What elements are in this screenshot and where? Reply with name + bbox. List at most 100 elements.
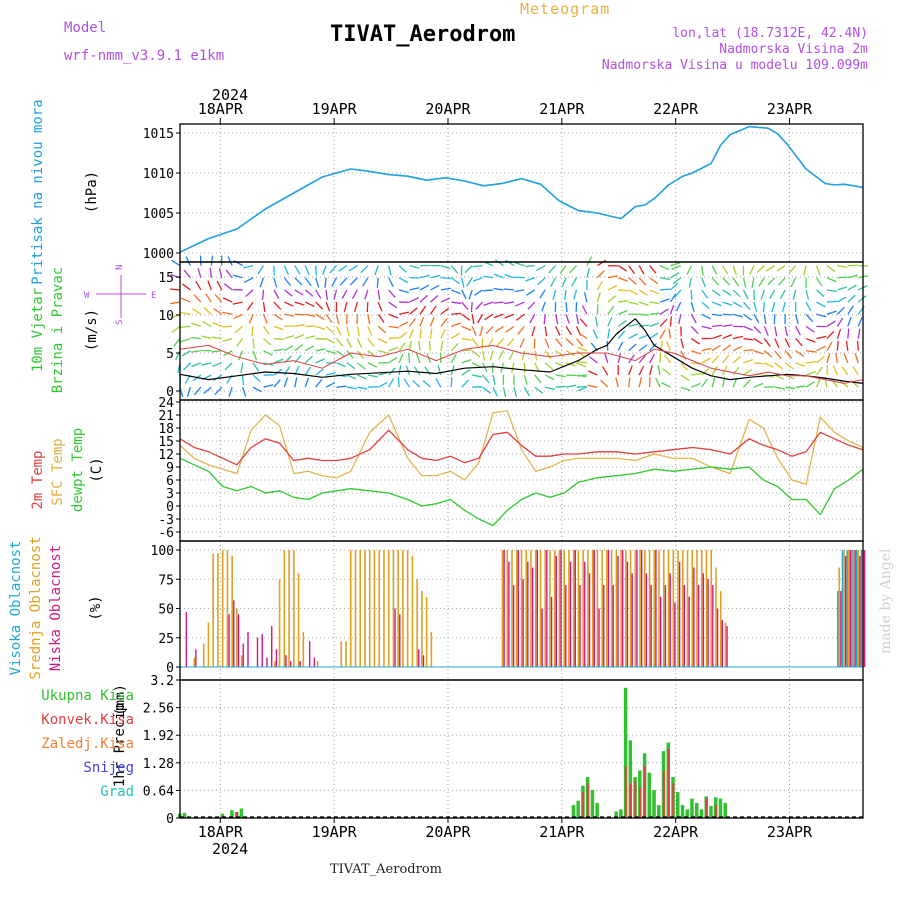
wind-arrow — [521, 350, 525, 361]
wind-arrow — [273, 289, 280, 299]
wind-arrow — [628, 354, 635, 364]
wind-arrow — [415, 353, 421, 364]
wind-arrow — [232, 301, 243, 305]
wind-arrow — [412, 380, 421, 388]
wind-arrow — [544, 374, 555, 381]
wind-arrow — [607, 275, 618, 279]
wind-arrow — [461, 337, 472, 341]
wind-arrow — [774, 326, 778, 337]
wind-arrow — [234, 325, 244, 334]
wind-arrow — [419, 274, 430, 279]
wind-arrow — [325, 350, 336, 354]
wind-arrow — [732, 377, 738, 388]
precip-legend-2: Zaledj.Kisa — [41, 736, 134, 752]
mid-cloud-ylabel: Srednja Oblacnost — [28, 536, 44, 679]
wind-arrow — [240, 362, 244, 373]
wind-arrow — [648, 365, 653, 376]
wind-arrow — [388, 356, 398, 364]
wind-arrow — [678, 314, 682, 325]
pressure-unit: (hPa) — [84, 171, 100, 213]
panel-frame-precip — [179, 679, 864, 819]
wind-arrow — [388, 289, 396, 298]
wind-arrow — [183, 269, 191, 279]
wind-arrow — [832, 365, 838, 376]
wind-arrow — [826, 320, 836, 327]
wind-arrow — [182, 283, 191, 291]
y-tick-label: 75 — [158, 573, 174, 588]
wind-arrow — [493, 313, 504, 319]
wind-arrow — [472, 374, 483, 378]
wind-arrow — [764, 362, 774, 368]
y-tick-label: 10 — [158, 309, 174, 324]
wind-arrow — [795, 362, 806, 368]
wind-arrow — [284, 313, 295, 317]
wind-arrow — [847, 316, 852, 327]
wind-arrow — [722, 324, 733, 328]
conv-bar — [714, 805, 717, 818]
top-day-label: 20APR — [425, 100, 471, 118]
wind-arrow — [252, 374, 261, 383]
wind-arrow — [175, 350, 181, 361]
conv-bar — [624, 766, 627, 818]
wind-arrow — [762, 302, 765, 313]
wind-arrow — [784, 350, 793, 359]
frame-layer — [96, 118, 864, 823]
wind-arrow — [607, 316, 613, 327]
wind-arrow — [531, 326, 536, 337]
wind-arrow — [294, 333, 305, 340]
wind-arrow — [398, 353, 404, 364]
wind-arrow — [779, 289, 786, 300]
wind-arrow — [346, 350, 354, 359]
wind-arrow — [618, 300, 629, 303]
wind-arrow — [451, 301, 462, 305]
wind-arrow — [222, 311, 233, 315]
conv-bar — [662, 770, 665, 818]
wind-arrow — [769, 289, 776, 299]
wind-arrow — [852, 366, 859, 376]
wind-arrow — [732, 277, 740, 287]
wind-arrow — [672, 277, 682, 285]
wind-arrow — [659, 288, 671, 291]
wind-arrow — [732, 355, 742, 364]
wind-arrow — [283, 289, 293, 297]
wind-arrow — [743, 313, 752, 321]
wind-arrow — [471, 338, 479, 347]
wind-arrow — [795, 350, 805, 357]
wind-arrow — [451, 289, 461, 295]
wind-arrow — [346, 386, 357, 390]
wind-arrow — [243, 264, 254, 269]
wind-arrow — [201, 335, 212, 340]
wind-arrow — [353, 301, 359, 312]
y-tick-label: 0.64 — [143, 784, 174, 799]
wind-arrow — [357, 386, 368, 390]
wind-arrow — [753, 313, 760, 324]
rain-bar — [220, 813, 225, 818]
wind-arrow — [774, 386, 785, 390]
wind-arrow — [805, 289, 810, 300]
wind-arrow — [367, 374, 378, 378]
wind-arrow — [543, 314, 546, 325]
bottom-day-label: 20APR — [425, 823, 471, 841]
rain-bar — [676, 792, 680, 818]
wind-arrow — [483, 301, 494, 306]
wind-arrow — [294, 344, 304, 352]
wind-arrow — [325, 382, 336, 388]
wind-arrow — [257, 265, 265, 275]
wind-arrow — [628, 265, 636, 275]
wind-arrow — [461, 325, 472, 331]
wind-arrow — [649, 312, 660, 315]
bottom-year-label: 2024 — [212, 840, 248, 858]
wind-arrow — [701, 367, 710, 376]
wind-arrow — [435, 378, 442, 388]
wind-arrow — [470, 302, 473, 313]
wind-arrow — [273, 277, 278, 288]
conv-bar — [634, 781, 637, 818]
wind-arrow — [638, 354, 647, 364]
wind-arrow — [336, 362, 347, 368]
wind-arrow — [743, 325, 753, 331]
wind-arrow — [805, 301, 812, 312]
wind-arrow — [419, 328, 422, 339]
wind-arrow — [597, 259, 607, 267]
wind-arrow — [602, 366, 609, 376]
wind-arrow — [816, 289, 825, 298]
